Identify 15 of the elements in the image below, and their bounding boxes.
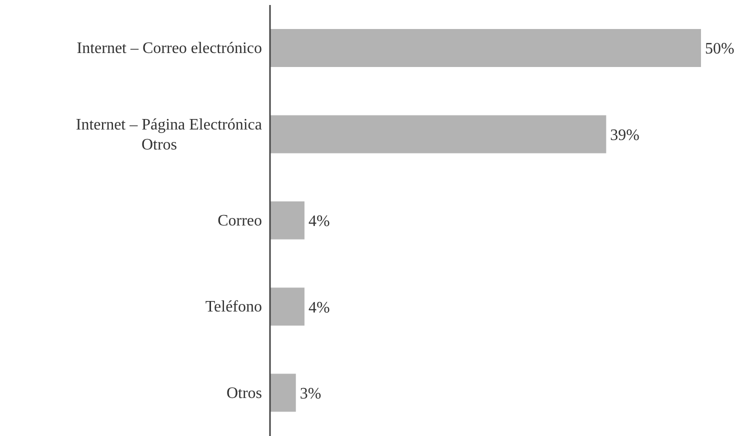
y-tick-label: Teléfono xyxy=(205,298,262,316)
bar xyxy=(270,288,304,326)
bar xyxy=(270,115,606,154)
data-label: 3% xyxy=(300,385,322,402)
bar xyxy=(270,374,296,412)
bar xyxy=(270,29,701,67)
data-label: 4% xyxy=(308,299,330,316)
y-tick-label: Internet – Correo electrónico xyxy=(76,40,262,57)
y-tick-label: Otros xyxy=(226,384,262,402)
data-label: 4% xyxy=(308,213,330,230)
y-tick-label: Internet – Página Electrónica Otros xyxy=(76,116,262,153)
y-tick-label: Correo xyxy=(218,212,262,229)
data-label: 39% xyxy=(610,126,640,144)
bar xyxy=(270,201,304,240)
data-label: 50% xyxy=(705,40,734,58)
